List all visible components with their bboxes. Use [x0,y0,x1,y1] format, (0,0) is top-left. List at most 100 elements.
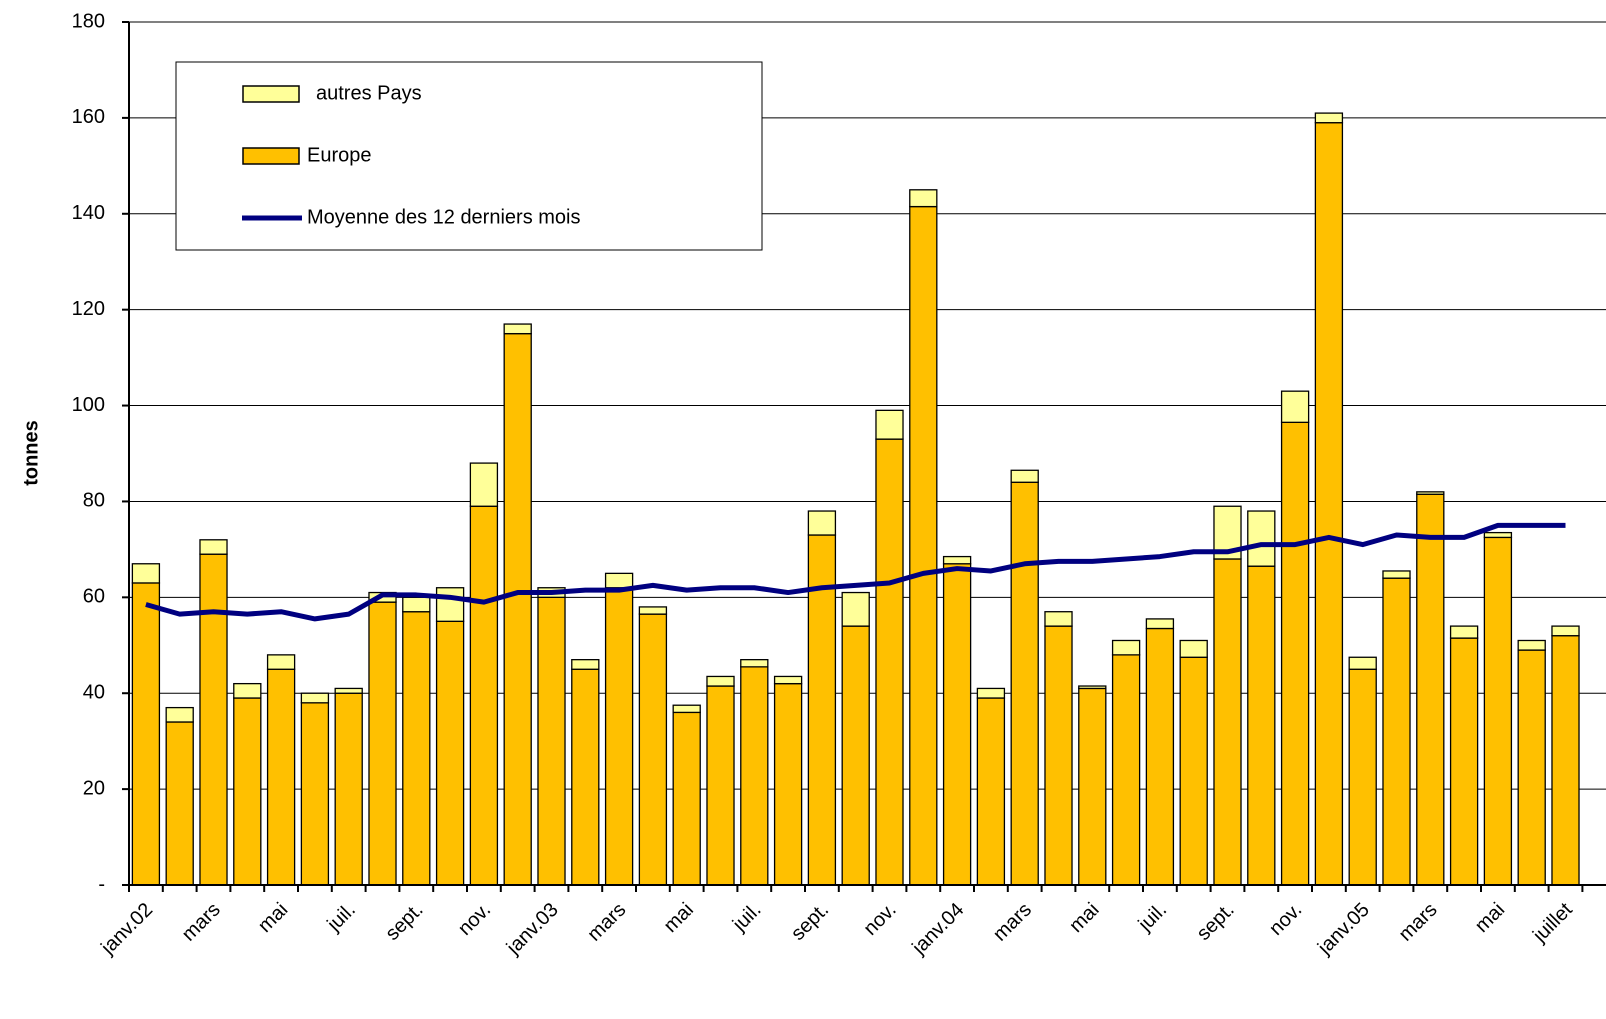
bar-segment [841,591,870,627]
bar-segment [1179,639,1208,658]
bar-segment [199,553,228,886]
bar-segment [1314,112,1344,124]
bar-segment [1314,122,1344,886]
bar-segment [942,563,972,886]
bar-segment [165,706,194,723]
legend-label: Moyenne des 12 derniers mois [307,206,580,228]
bar-segment [841,625,870,886]
bar-segment [435,620,465,886]
bar-segment [1280,390,1310,423]
bar-segment [976,687,1006,699]
bar-segment [875,409,904,440]
bar-segment [368,601,397,886]
bar-segment [266,654,296,670]
bar-segment [1247,565,1276,886]
x-tick-label: mars [178,899,225,946]
y-tick-label: 120 [72,298,105,320]
bar-segment [1416,491,1445,495]
legend-label: Europe [307,144,372,166]
bar-segment [1111,639,1141,656]
bar-segment [1145,618,1175,630]
bar-segment [1483,531,1513,539]
bar-segment [1551,635,1580,886]
y-tick-label: - [98,873,105,895]
legend: autres Pays Europe Moyenne des 12 derniers… [175,61,763,251]
bar-segment [604,587,634,886]
bar-segment [503,332,532,886]
legend-swatch [242,85,300,103]
bar-segment [334,692,363,886]
legend-swatch [242,147,300,165]
x-tick-label: juil. [1134,899,1171,936]
bar-segment [604,572,634,589]
x-tick-label: sept. [1193,899,1239,945]
x-tick-label: nov. [1265,899,1306,940]
bar-segment [1449,637,1479,886]
x-tick-label: janv.04 [908,899,969,960]
bar-segment [435,587,465,622]
bar-segment [571,659,600,670]
bar-segment [638,606,668,615]
bar-segment [1517,639,1546,651]
bar-segment [1044,625,1073,886]
x-tick-label: sept. [787,899,833,945]
bar-segment [942,555,972,565]
average-line [145,522,1566,622]
bar-segment [131,563,161,584]
bar-segment [1010,481,1039,886]
bar-segment [1449,625,1479,639]
y-tick-label: 140 [72,202,105,224]
bar-segment [469,505,499,886]
x-tick-label: juillet [1528,898,1577,947]
x-tick-label: mai [1065,899,1103,937]
x-tick-label: juil. [728,899,765,936]
bar-segment [740,659,769,668]
bar-segment [1348,656,1377,670]
bar-segment [1382,570,1411,579]
bar-segment [334,687,363,694]
x-tick-label: sept. [381,899,427,945]
y-axis-label: tonnes [20,420,42,486]
x-tick-label: janv.05 [1313,899,1374,960]
bar-segment [1280,421,1310,886]
bar-segment [1551,625,1580,637]
x-tick-label: nov. [454,899,495,940]
bar-segment [233,682,262,699]
bar-segment [1517,649,1546,886]
x-tick-label: mars [583,899,630,946]
bar-segment [1483,536,1513,886]
bar-segment [165,721,194,886]
x-tick-label: janv.02 [96,899,157,960]
y-tick-label: 160 [72,106,105,128]
bar-segment [233,697,262,886]
bar-segment [1044,611,1073,627]
x-tick-label: juil. [322,899,359,936]
bar-segment [131,582,161,886]
bar-segment [300,692,330,704]
y-tick-label: 100 [72,394,105,416]
bar-segment [469,462,499,507]
bar-segment [1078,687,1107,886]
bar-segment [1179,656,1208,886]
bar-segment [1382,577,1411,886]
bar-segment [773,675,803,685]
bar-segment [1111,654,1141,886]
bar-segment [672,711,701,886]
bar-segment [571,668,600,886]
x-tick-label: mai [254,899,292,937]
bar-segment [773,682,803,886]
bar-segment [199,539,228,555]
x-tick-label: mars [1395,899,1442,946]
bar-segment [672,704,701,714]
bar-segment [976,697,1006,886]
legend-label: autres Pays [316,82,422,104]
bar-segment [402,596,431,613]
y-tick-label: 40 [83,682,105,704]
bar-segment [402,611,431,886]
bar-segment [909,189,938,208]
x-tick-label: mai [660,899,698,937]
bar-segment [1416,493,1445,886]
y-tick-label: 60 [83,586,105,608]
x-tick-label: mars [989,899,1036,946]
